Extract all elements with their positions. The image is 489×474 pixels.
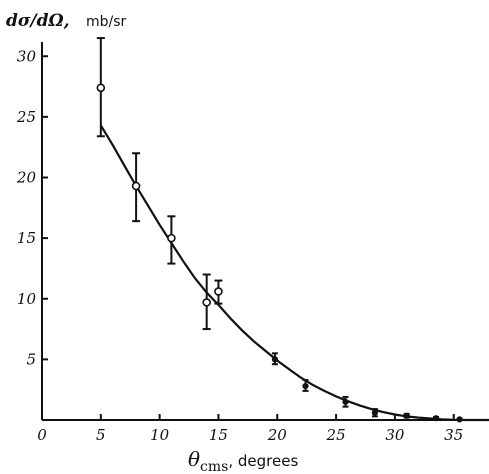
fit-curve-layer (99, 124, 489, 422)
data-point (456, 416, 463, 423)
data-marker-open (214, 287, 223, 296)
y-axis-label-unit: mb/sr (86, 14, 127, 30)
axes: 0 5 10 15 20 25 30 35 5 10 15 20 25 30 (16, 42, 489, 444)
x-tick-label: 0 (37, 426, 47, 444)
data-point (342, 395, 349, 408)
data-marker-filled (342, 398, 349, 405)
data-marker-open (202, 298, 211, 307)
data-marker-open (131, 181, 141, 191)
data-point (432, 415, 440, 422)
data-marker-filled (432, 415, 440, 422)
data-point (214, 279, 223, 305)
x-tick-label: 25 (326, 426, 346, 444)
y-tick-label: 20 (16, 169, 37, 187)
data-points-layer (96, 37, 463, 423)
data-marker-filled (403, 412, 410, 419)
x-tick-label: 20 (267, 426, 288, 444)
x-tick-label: 15 (209, 426, 228, 444)
y-tick-label: 15 (17, 229, 36, 247)
x-axis-label-unit: , degrees (228, 452, 298, 470)
x-tick-label: 5 (96, 426, 106, 444)
y-tick-label: 30 (17, 47, 37, 65)
x-axis-label-symbol: θ (188, 447, 200, 471)
y-axis-label-symbol: dσ/dΩ, (6, 11, 70, 31)
data-point (167, 215, 176, 265)
data-point (271, 352, 279, 366)
data-marker-open (167, 233, 176, 243)
data-marker-filled (371, 409, 378, 416)
data-marker-filled (302, 382, 309, 390)
x-axis-label-subscript: cms (200, 459, 228, 474)
y-tick-label: 10 (17, 290, 37, 308)
axis-labels: dσ/dΩ, mb/sr θcms, degrees (6, 11, 298, 474)
data-marker-open (96, 83, 106, 93)
x-tick-label: 35 (444, 426, 463, 444)
data-point (202, 273, 211, 331)
x-tick-label: 10 (150, 426, 170, 444)
x-tick-label: 30 (385, 426, 405, 444)
x-axis-label: θcms, degrees (188, 447, 298, 474)
y-tick-label: 25 (16, 108, 36, 126)
data-point (371, 408, 378, 418)
data-point (131, 152, 141, 223)
fit-curve (99, 124, 489, 422)
y-tick-label: 5 (26, 350, 36, 368)
data-point (96, 37, 106, 138)
data-point (302, 378, 309, 392)
data-point (403, 412, 410, 419)
data-marker-filled (456, 416, 463, 423)
data-marker-filled (271, 356, 279, 363)
